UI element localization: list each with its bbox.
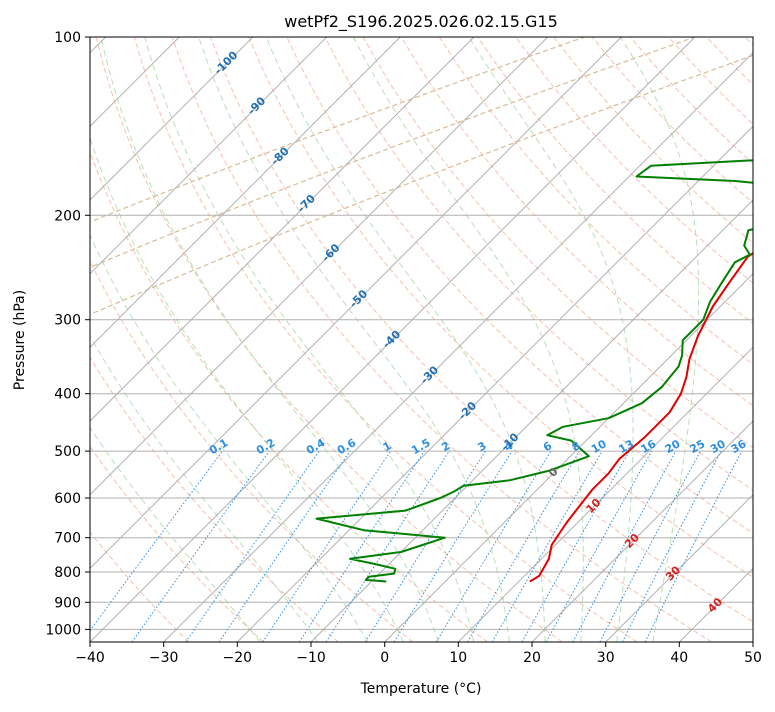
- isotherm-label: -20: [456, 399, 479, 422]
- dry-adiabat: [211, 37, 775, 642]
- dry-adiabat: [58, 37, 488, 642]
- mixing-ratio-line: [573, 451, 676, 642]
- x-tick-label: −10: [296, 650, 326, 666]
- isotherm-label: 20: [622, 531, 642, 551]
- x-tick-label: 10: [449, 650, 467, 666]
- isotherm-line: [532, 37, 775, 642]
- mixing-ratio-label: 6: [541, 439, 554, 454]
- mixing-ratio-line: [299, 451, 424, 642]
- mixing-ratio-label: 3: [475, 439, 488, 454]
- y-axis: 100 200 300 400 500 600 700 800 900 1000: [45, 30, 90, 638]
- x-tick-label: −20: [223, 650, 253, 666]
- mixing-ratio-label: 30: [708, 437, 728, 456]
- y-tick-label: 800: [54, 565, 81, 581]
- moist-adiabat: [64, 37, 403, 642]
- dry-adiabat: [707, 37, 775, 642]
- mixing-ratio-label: 8: [570, 439, 583, 454]
- y-tick-label: 300: [54, 313, 81, 329]
- x-tick-label: 50: [744, 650, 762, 666]
- mixing-ratio-line: [622, 451, 721, 642]
- isotherm-label: -80: [269, 144, 292, 167]
- mixing-ratio-label: 1.5: [409, 436, 432, 457]
- x-axis-label: Temperature (°C): [360, 681, 482, 697]
- isotherm-label: -90: [245, 94, 268, 117]
- mixing-ratio-line: [263, 451, 391, 642]
- isotherm-line: [164, 37, 769, 642]
- isotherm-label: 40: [705, 595, 725, 615]
- isotherm-label: -50: [347, 287, 370, 310]
- mixing-ratio-label: 25: [687, 437, 707, 456]
- mixing-ratio-line: [132, 451, 269, 642]
- mixing-ratio-line: [600, 451, 701, 642]
- y-tick-label: 700: [54, 531, 81, 547]
- isotherm-line: [606, 37, 775, 642]
- dry-adiabat: [363, 37, 775, 642]
- isotherm-line: [0, 37, 400, 642]
- y-axis-label: Pressure (hPa): [12, 290, 28, 390]
- isotherm-line: [0, 37, 253, 642]
- mixing-ratio-line: [546, 451, 651, 642]
- isotherm-label: -40: [380, 328, 403, 351]
- y-tick-label: 500: [54, 444, 81, 460]
- mixing-ratio-line: [82, 451, 223, 642]
- isotherm-line: [311, 37, 775, 642]
- x-tick-label: −40: [75, 650, 105, 666]
- dry-adiabat: [0, 37, 264, 642]
- x-tick-label: −30: [149, 650, 179, 666]
- isotherm-label: -30: [418, 363, 441, 386]
- isotherm-label: -10: [498, 430, 521, 453]
- y-tick-label: 100: [54, 30, 81, 46]
- isotherm-label: -70: [295, 192, 318, 215]
- isotherm-label: 30: [663, 563, 683, 583]
- dry-adiabat: [0, 37, 338, 642]
- dry-adiabat: [554, 37, 775, 642]
- dry-adiabat: [0, 37, 189, 642]
- isotherm-line: [237, 37, 775, 642]
- mixing-ratio-label: 20: [663, 437, 683, 456]
- x-tick-label: 0: [380, 650, 389, 666]
- mixing-ratio-label: 0.2: [254, 436, 277, 457]
- mixing-ratio-line: [219, 451, 350, 642]
- x-axis: −40 −30 −20 −10 0 10 20 30 40 50: [75, 642, 762, 666]
- isotherm-line: [753, 37, 775, 642]
- moist-adiabat: [32, 37, 367, 642]
- chart-title: wetPf2_S196.2025.026.02.15.G15: [284, 12, 558, 32]
- dry-adiabat: [745, 37, 775, 642]
- y-tick-label: 600: [54, 491, 81, 507]
- x-tick-label: 40: [670, 650, 688, 666]
- y-tick-label: 400: [54, 387, 81, 403]
- mixing-ratio-label: 10: [589, 437, 609, 456]
- isotherm-label: -100: [212, 48, 241, 77]
- isotherm-label: 10: [584, 496, 604, 516]
- mixing-ratio-line: [326, 451, 449, 642]
- isotherm-line: [0, 37, 327, 642]
- mixing-ratio-label: 0.6: [335, 436, 359, 457]
- mixing-ratio-label: 1: [381, 439, 394, 454]
- dry-adiabat: [20, 37, 413, 642]
- isotherm-line: [16, 37, 621, 642]
- x-tick-label: 30: [597, 650, 615, 666]
- moist-adiabat: [0, 37, 260, 642]
- mixing-ratio-line: [394, 451, 512, 642]
- temperature-profile: [530, 37, 775, 582]
- isotherm-line: [458, 37, 775, 642]
- x-tick-label: 20: [523, 650, 541, 666]
- moist-adiabat: [0, 37, 318, 642]
- y-tick-label: 900: [54, 595, 81, 611]
- mixing-ratio-label: 36: [729, 437, 749, 456]
- isotherm-line: [679, 37, 775, 642]
- y-tick-label: 1000: [45, 622, 81, 638]
- y-tick-label: 200: [54, 208, 81, 224]
- mixing-ratio-line: [645, 451, 742, 642]
- isotherm-label: -60: [319, 241, 342, 264]
